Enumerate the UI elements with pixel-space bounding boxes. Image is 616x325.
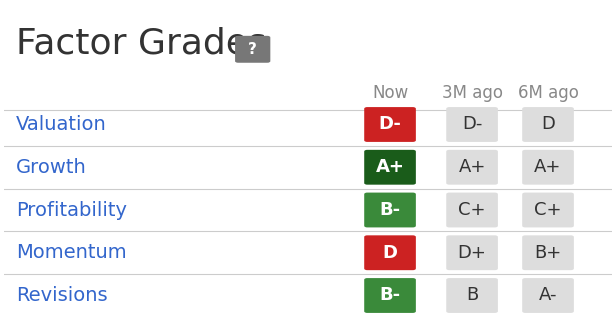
- Text: B-: B-: [379, 287, 400, 305]
- Text: B-: B-: [379, 201, 400, 219]
- Text: D-: D-: [379, 115, 402, 134]
- FancyBboxPatch shape: [364, 193, 416, 228]
- FancyBboxPatch shape: [235, 36, 270, 63]
- Text: Valuation: Valuation: [16, 115, 107, 134]
- Text: D+: D+: [458, 244, 487, 262]
- Text: B: B: [466, 287, 478, 305]
- FancyBboxPatch shape: [364, 278, 416, 313]
- FancyBboxPatch shape: [446, 150, 498, 185]
- Text: ?: ?: [248, 42, 257, 57]
- Text: 3M ago: 3M ago: [442, 84, 503, 102]
- Text: A+: A+: [376, 158, 405, 176]
- Text: D: D: [541, 115, 555, 134]
- Text: Growth: Growth: [16, 158, 87, 177]
- Text: Profitability: Profitability: [16, 201, 128, 219]
- FancyBboxPatch shape: [522, 235, 574, 270]
- FancyBboxPatch shape: [522, 278, 574, 313]
- FancyBboxPatch shape: [446, 235, 498, 270]
- FancyBboxPatch shape: [364, 150, 416, 185]
- FancyBboxPatch shape: [446, 278, 498, 313]
- Text: D: D: [383, 244, 397, 262]
- FancyBboxPatch shape: [446, 107, 498, 142]
- Text: Factor Grades: Factor Grades: [16, 26, 267, 60]
- Text: A+: A+: [458, 158, 486, 176]
- Text: A-: A-: [539, 287, 557, 305]
- Text: A+: A+: [534, 158, 562, 176]
- FancyBboxPatch shape: [364, 107, 416, 142]
- FancyBboxPatch shape: [522, 150, 574, 185]
- Text: C+: C+: [458, 201, 486, 219]
- Text: D-: D-: [462, 115, 482, 134]
- FancyBboxPatch shape: [446, 193, 498, 228]
- Text: C+: C+: [534, 201, 562, 219]
- Text: Momentum: Momentum: [16, 243, 127, 262]
- FancyBboxPatch shape: [364, 235, 416, 270]
- Text: Now: Now: [372, 84, 408, 102]
- Text: Revisions: Revisions: [16, 286, 108, 305]
- Text: 6M ago: 6M ago: [517, 84, 578, 102]
- Text: B+: B+: [535, 244, 562, 262]
- FancyBboxPatch shape: [522, 193, 574, 228]
- FancyBboxPatch shape: [522, 107, 574, 142]
